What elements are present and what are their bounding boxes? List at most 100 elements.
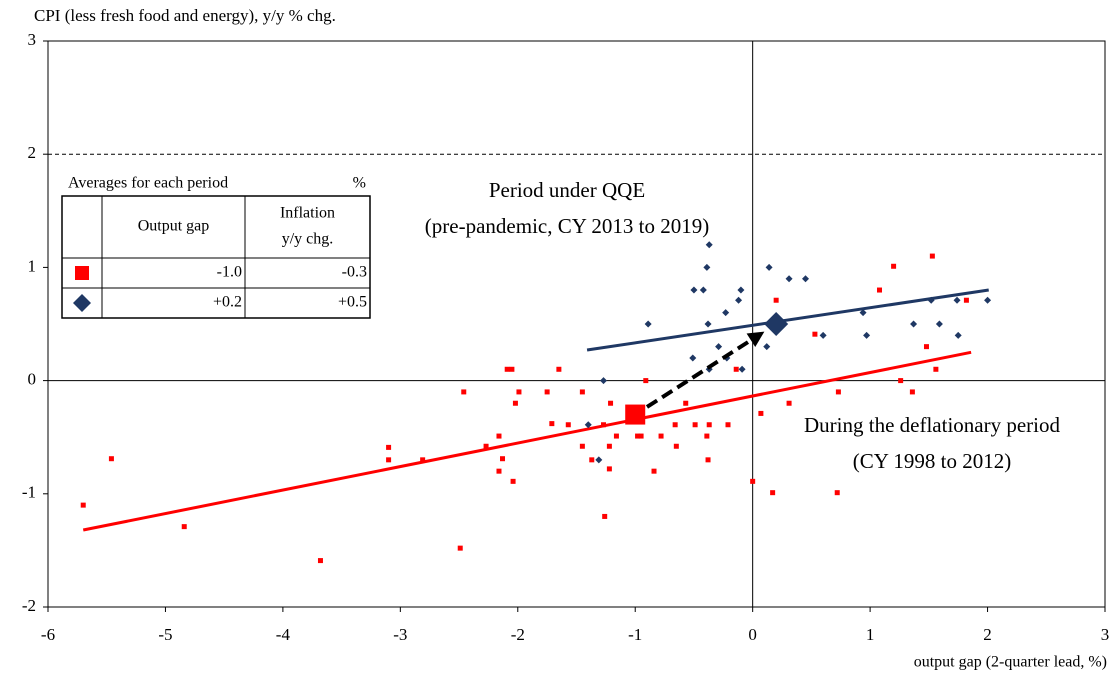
point [386,444,392,450]
point [735,296,743,304]
point [579,389,585,395]
point [927,296,935,304]
point [673,443,679,449]
point [909,389,915,395]
point [544,389,550,395]
point [461,389,467,395]
point [595,456,603,464]
point [704,320,712,328]
point [699,286,707,294]
point [638,433,644,439]
point [935,320,943,328]
point [863,331,871,339]
table-marker [73,294,91,312]
y-tick-label: 1 [28,256,37,275]
arrow-shaft [645,336,756,409]
point [512,400,518,406]
y-tick-label: -2 [22,596,36,615]
average-point [625,404,646,425]
y-tick-label: 0 [28,370,37,389]
point [549,421,555,427]
table-border [61,195,371,319]
point [565,422,571,428]
trend-line [82,350,972,532]
point [812,331,818,337]
point [786,400,792,406]
point [516,389,522,395]
point [690,286,698,294]
x-tick-label: 0 [748,625,757,644]
x-tick-label: -5 [158,625,172,644]
plot-area [47,40,1106,608]
point [600,377,608,385]
point [704,433,710,439]
point [758,410,764,416]
table-header: Inflation [280,205,335,222]
annotation: Period under QQE [489,178,645,202]
table-header: y/y chg. [282,231,334,248]
point [420,457,426,463]
point [386,457,392,463]
x-axis-label: output gap (2-quarter lead, %) [914,654,1107,671]
point [770,490,776,496]
point [651,468,657,474]
point [750,478,756,484]
arrow-head [746,331,765,347]
point [689,354,697,362]
point [910,320,918,328]
x-tick-label: -4 [276,625,291,644]
point [658,433,664,439]
table-marker [75,266,89,280]
y-tick-label: 2 [28,143,37,162]
point [496,468,502,474]
point [457,545,463,551]
point [763,343,771,351]
annotation: During the deflationary period [804,413,1060,437]
point [317,558,323,564]
point [765,263,773,271]
x-tick-label: -1 [628,625,642,644]
point [556,366,562,372]
point [954,331,962,339]
point [703,263,711,271]
x-tick-label: 2 [983,625,992,644]
point [483,443,489,449]
point [834,490,840,496]
point [933,366,939,372]
point [891,263,897,269]
point [929,253,935,259]
table-cell: -0.3 [342,264,367,281]
x-tick-label: 3 [1101,625,1110,644]
point [635,433,641,439]
point [510,478,516,484]
table-unit: % [353,175,366,192]
point [898,378,904,384]
point [877,287,883,293]
point [923,344,929,350]
table-header: Output gap [138,218,210,235]
point [953,296,961,304]
point [672,422,678,428]
point [504,366,510,372]
table-cell: +0.5 [338,294,367,311]
annotation: (pre-pandemic, CY 2013 to 2019) [425,214,709,238]
point [80,502,86,508]
table-cell: +0.2 [213,294,242,311]
point [613,433,619,439]
point [579,443,585,449]
annotation: (CY 1998 to 2012) [853,449,1011,473]
point [496,433,502,439]
x-tick-label: -2 [511,625,525,644]
point [608,400,614,406]
point [705,457,711,463]
y-tick-label: 3 [28,30,37,49]
point [584,421,592,429]
point [692,422,698,428]
point [725,422,731,428]
point [643,378,649,384]
y-tick-label: -1 [22,483,36,502]
point [108,456,114,462]
table-cell: -1.0 [217,264,242,281]
point [963,297,969,303]
